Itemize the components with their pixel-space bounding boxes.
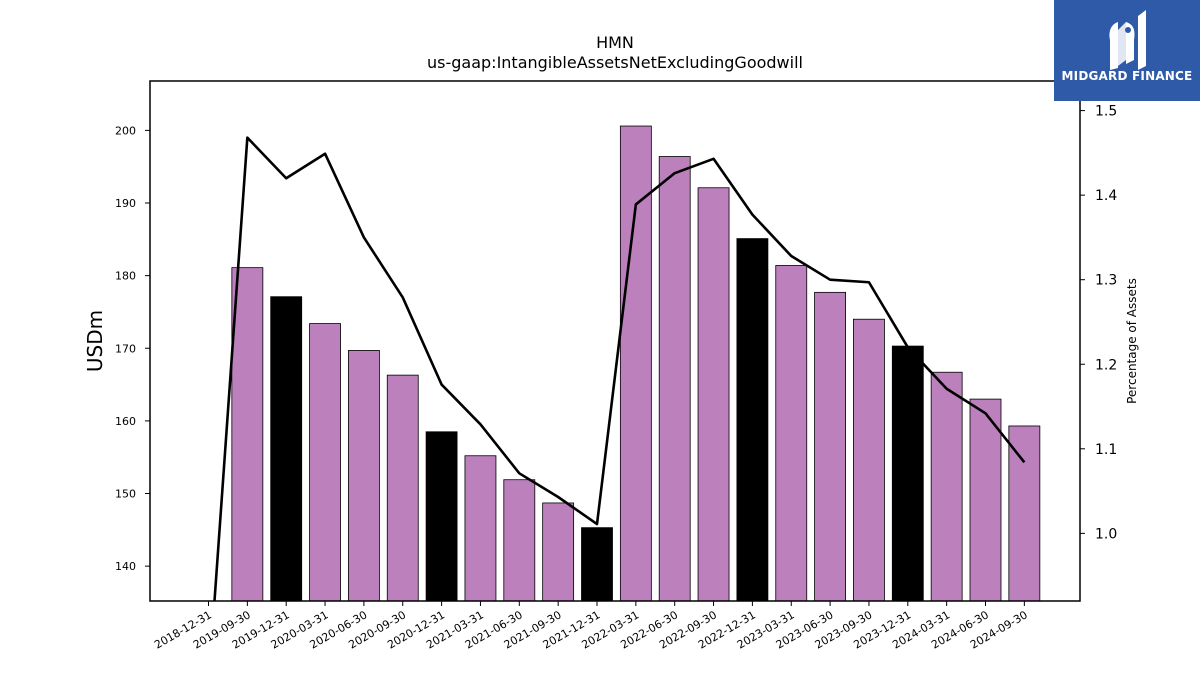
y-right-tick-label: 1.0 bbox=[1095, 526, 1117, 542]
bar-2020-03-31 bbox=[309, 323, 341, 602]
bar-2024-09-30 bbox=[1008, 425, 1041, 602]
y-left-tick-label: 200 bbox=[115, 124, 136, 137]
percentage-line bbox=[213, 136, 1026, 601]
left-axis-ticks: 140 150 160 170 180 190 200 bbox=[115, 124, 150, 573]
y-right-tick-label: 1.1 bbox=[1095, 442, 1117, 458]
midgard-finance-logo: MIDGARD FINANCE bbox=[1054, 0, 1200, 101]
bar-2024-06-30 bbox=[969, 398, 1002, 602]
bar-2022-06-30 bbox=[658, 156, 691, 602]
y-left-tick-label: 140 bbox=[115, 560, 136, 573]
y-right-tick-label: 1.3 bbox=[1095, 273, 1117, 289]
bar-2022-09-30 bbox=[697, 187, 730, 602]
bar-2023-12-31 bbox=[891, 345, 924, 602]
bar-group bbox=[231, 125, 1041, 602]
bar-2023-03-31 bbox=[775, 265, 808, 602]
y-right-tick-label: 1.5 bbox=[1095, 104, 1117, 120]
bar-2021-12-31 bbox=[581, 527, 613, 602]
chart-subtitle: us-gaap:IntangibleAssetsNetExcludingGood… bbox=[427, 53, 803, 72]
plot-frame bbox=[149, 80, 1081, 602]
line-group bbox=[213, 136, 1026, 601]
y-axis-label-left: USDm bbox=[83, 310, 107, 372]
bar-2021-09-30 bbox=[542, 502, 575, 602]
chart-title: HMN bbox=[596, 33, 634, 52]
y-axis-label-right: Percentage of Assets bbox=[1125, 278, 1139, 404]
bar-2019-09-30 bbox=[231, 267, 264, 602]
bar-2023-09-30 bbox=[853, 318, 885, 602]
y-left-tick-label: 190 bbox=[115, 197, 136, 210]
logo-text: MIDGARD FINANCE bbox=[1061, 69, 1193, 83]
bar-2023-06-30 bbox=[814, 291, 846, 602]
bar-2020-12-31 bbox=[425, 431, 458, 602]
bar-2020-06-30 bbox=[347, 350, 380, 602]
y-left-tick-label: 150 bbox=[115, 488, 136, 501]
bar-2019-12-31 bbox=[270, 296, 303, 602]
logo-mark-icon bbox=[1109, 10, 1146, 70]
right-axis-ticks: 1.0 1.1 1.2 1.3 1.4 1.5 bbox=[1080, 104, 1117, 542]
bar-2021-03-31 bbox=[464, 455, 497, 602]
y-left-tick-label: 160 bbox=[115, 415, 136, 428]
x-axis-ticks: 2018-12-312019-09-302019-12-312020-03-31… bbox=[152, 601, 1030, 652]
y-right-tick-label: 1.2 bbox=[1095, 357, 1117, 373]
y-left-tick-label: 170 bbox=[115, 342, 136, 355]
y-left-tick-label: 180 bbox=[115, 270, 136, 283]
y-right-tick-label: 1.4 bbox=[1095, 188, 1117, 204]
bar-2024-03-31 bbox=[930, 371, 963, 602]
bar-2020-09-30 bbox=[386, 374, 419, 602]
bar-2022-12-31 bbox=[736, 238, 769, 602]
bar-2021-06-30 bbox=[503, 479, 536, 602]
